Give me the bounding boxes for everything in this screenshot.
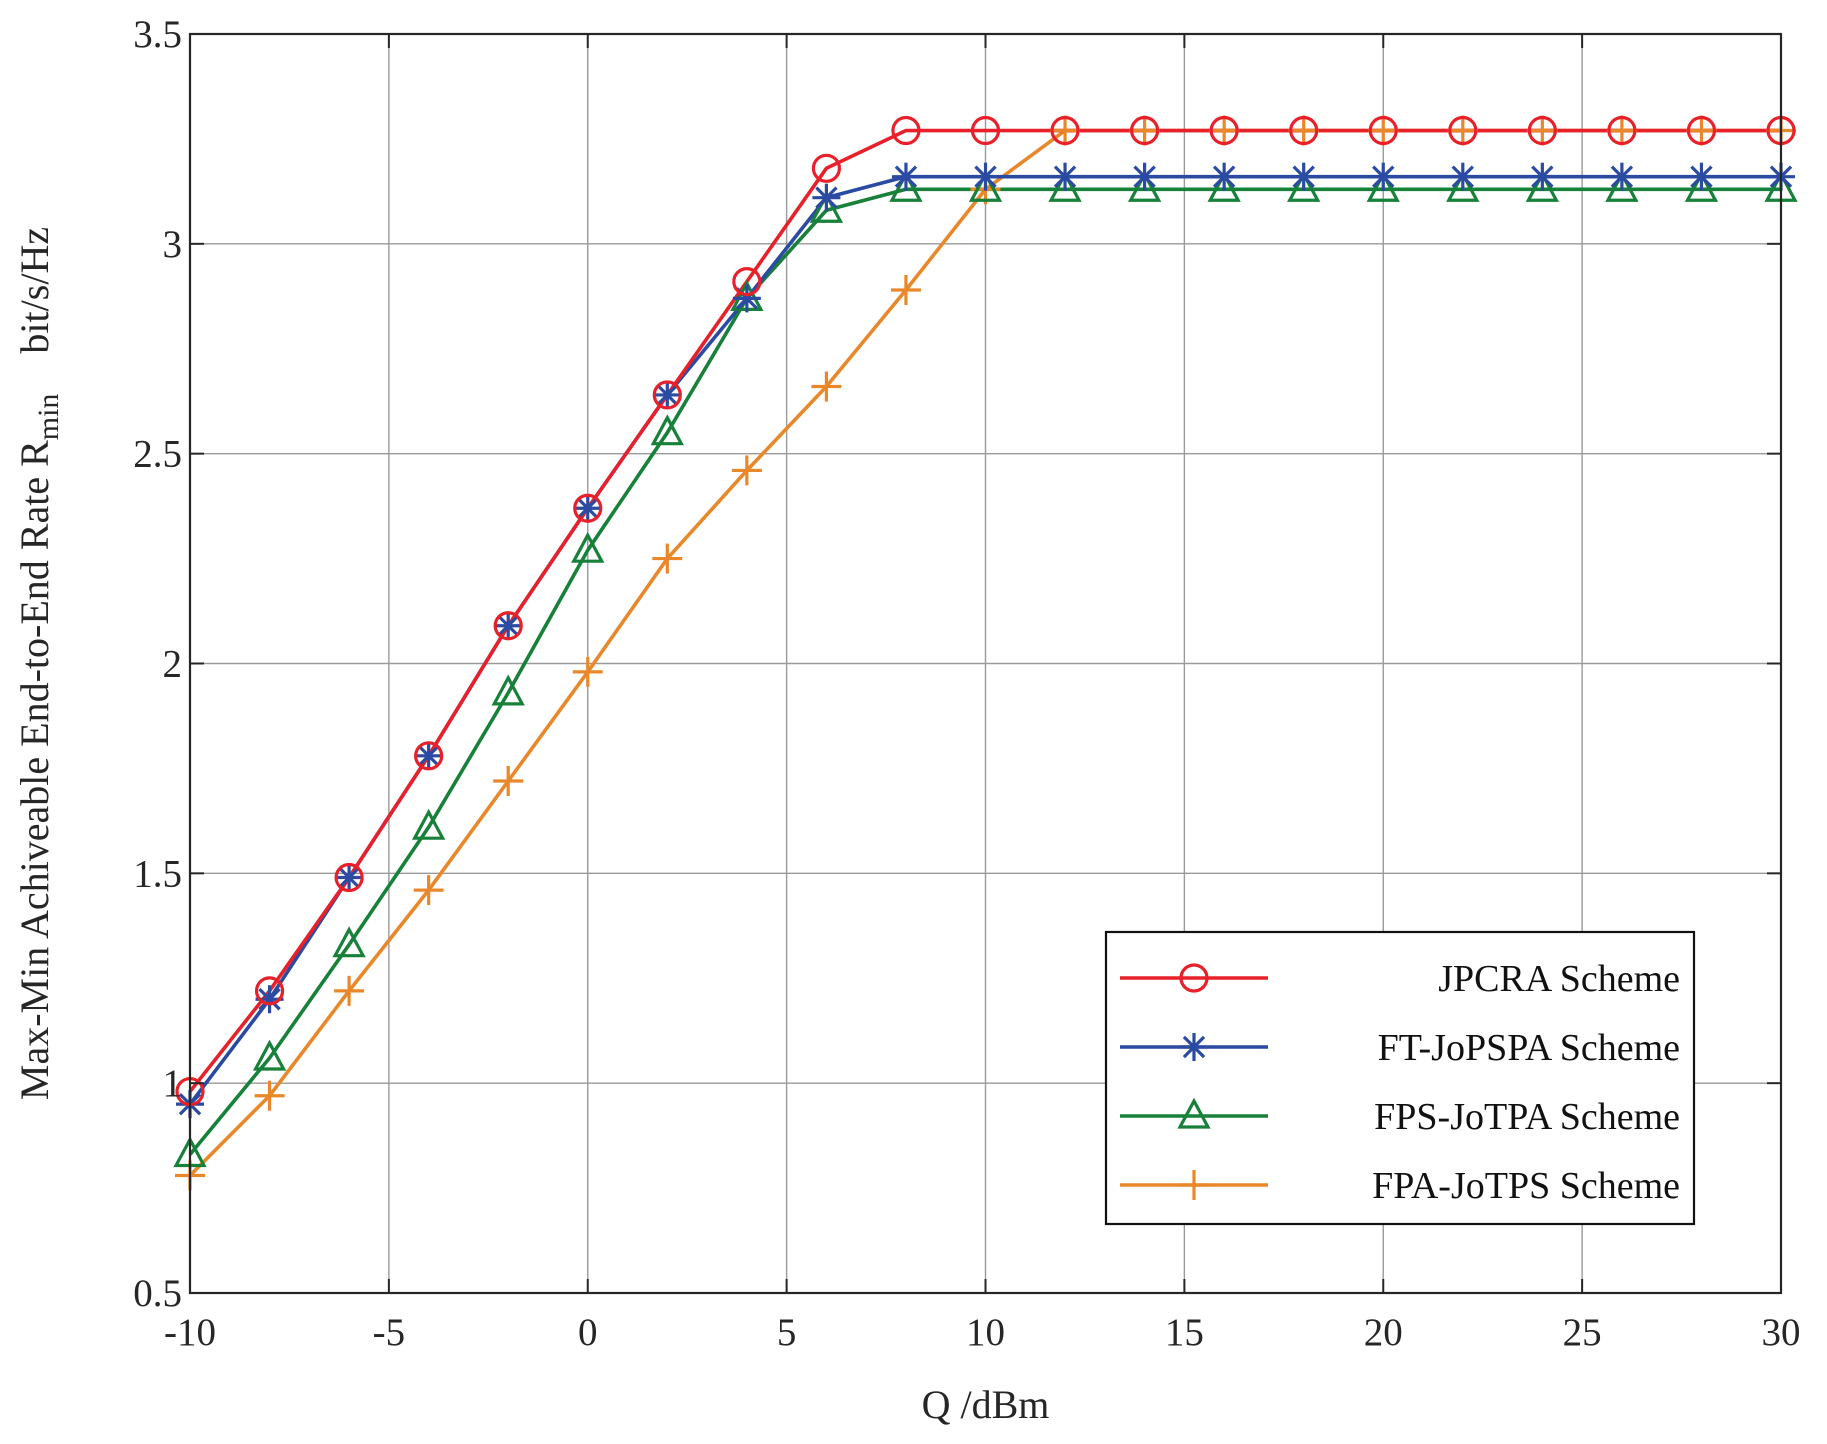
data-point [1290,163,1318,191]
y-tick-label: 1.5 [133,852,182,895]
data-point [1608,163,1636,191]
x-tick-label: 20 [1364,1311,1403,1354]
x-axis-label: Q /dBm [922,1382,1050,1427]
data-point [812,184,840,212]
y-axis-label-main: Max-Min Achiveable End-to-End Rate R [12,440,57,1100]
x-tick-label: -5 [373,1311,406,1354]
data-point [1528,163,1556,191]
x-tick-label: 25 [1563,1311,1602,1354]
y-tick-label: 0.5 [133,1272,182,1315]
data-point [1131,163,1159,191]
x-tick-label: -10 [164,1311,216,1354]
data-point [1687,163,1715,191]
y-axis-label-unit: bit/s/Hz [12,227,57,354]
data-point [972,163,1000,191]
line-chart: -10 -5 0 5 10 15 20 25 300.511.522.533.5 Q /dBm … [0,0,1827,1444]
legend-label: FPA-JoTPS Scheme [1372,1165,1680,1207]
x-tick-label: 5 [777,1311,797,1354]
y-tick-label: 1 [163,1062,183,1105]
legend-label: JPCRA Scheme [1438,958,1680,1000]
y-axis-label-subscript: min [32,394,65,441]
data-point [1369,163,1397,191]
y-tick-label: 2 [163,643,183,686]
y-tick-label: 3 [163,223,183,266]
x-tick-label: 0 [578,1311,598,1354]
legend-label: FPS-JoTPA Scheme [1374,1096,1680,1138]
data-point [1051,163,1079,191]
x-tick-label: 30 [1762,1311,1801,1354]
x-tick-label: 15 [1165,1311,1204,1354]
legend: JPCRA Scheme FT-JoPSPA Scheme FPS-JoTPA Sc… [1106,932,1694,1224]
y-tick-label: 3.5 [133,13,182,56]
chart-background [0,0,1827,1444]
legend-marker [1180,1033,1208,1061]
data-point [892,163,920,191]
data-point [1449,163,1477,191]
data-point [1210,163,1238,191]
legend-label: FT-JoPSPA Scheme [1378,1027,1680,1069]
x-tick-label: 10 [966,1311,1005,1354]
y-tick-label: 2.5 [133,433,182,476]
